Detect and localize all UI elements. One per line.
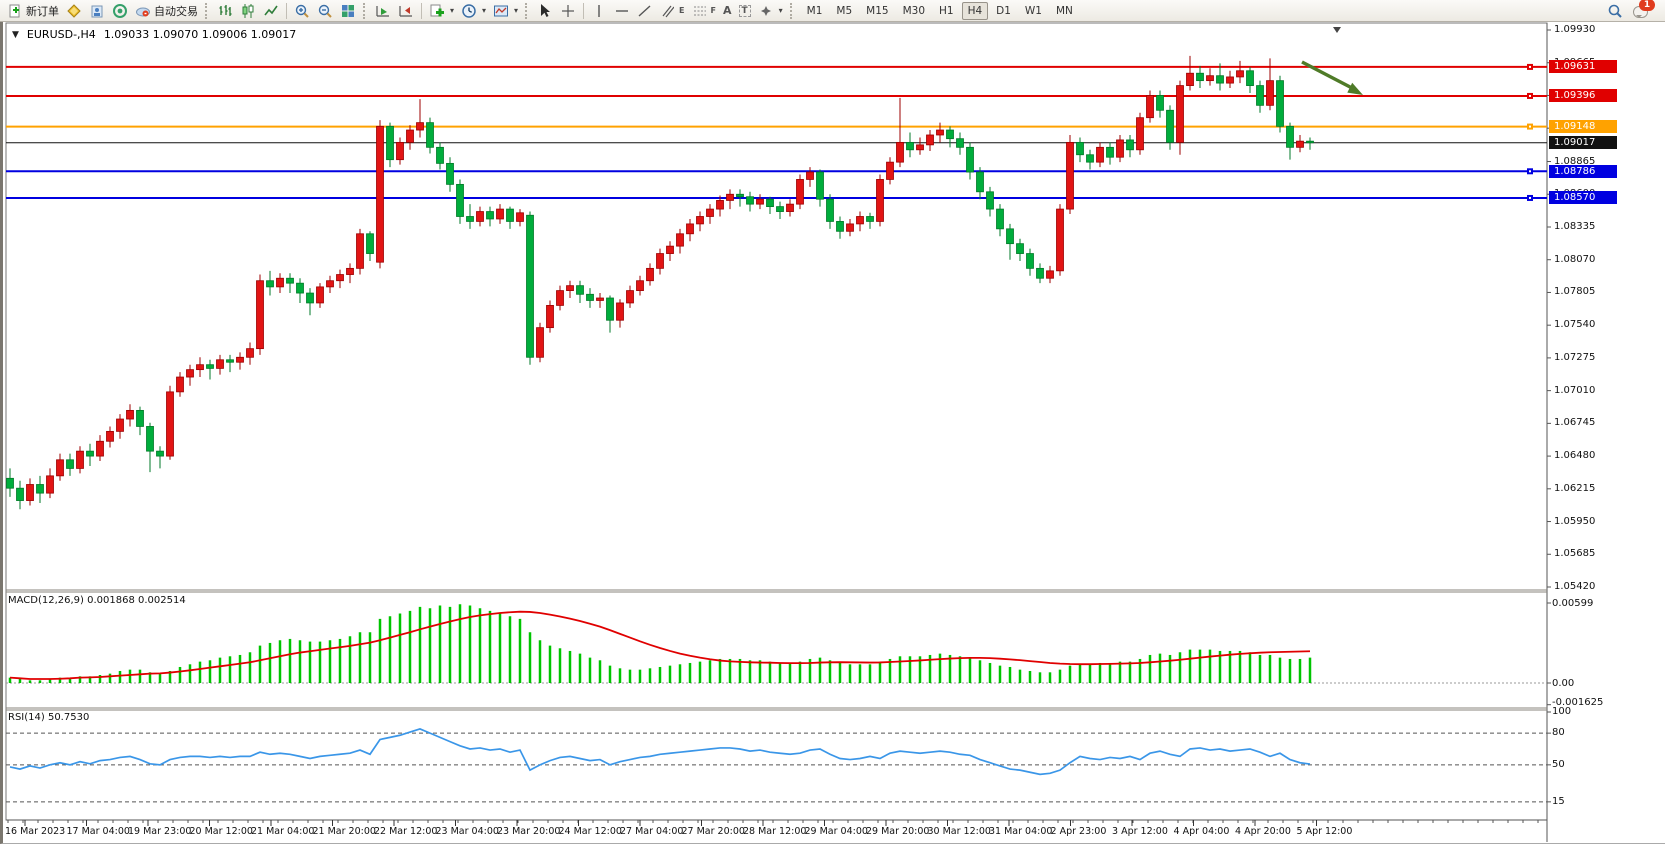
text-label-button[interactable]: T <box>736 1 754 21</box>
dropdown-arrow-icon: ▾ <box>514 6 519 15</box>
auto-scroll-icon <box>375 3 391 19</box>
timeframe-M15[interactable]: M15 <box>866 4 889 17</box>
autotrade-icon <box>135 3 151 19</box>
periods-icon <box>461 3 477 19</box>
autotrade-label: 自动交易 <box>154 4 198 18</box>
candlestick-chart-button[interactable] <box>237 1 259 21</box>
annotation-arrowhead <box>1347 82 1363 95</box>
templates-button[interactable]: ▾ <box>490 1 521 21</box>
timeframe-M30[interactable]: M30 <box>902 4 925 17</box>
toolbar-drag-handle[interactable] <box>525 2 530 19</box>
vertical-line-button[interactable] <box>588 1 610 21</box>
text-label-icon: T <box>738 4 751 17</box>
timeframe-D1[interactable]: D1 <box>996 4 1011 17</box>
text-button[interactable]: A <box>720 1 735 21</box>
bar-chart-button[interactable] <box>214 1 236 21</box>
fibo-letter: F <box>710 6 716 15</box>
candlestick-chart-icon <box>240 3 256 19</box>
chart-shift-icon <box>398 3 414 19</box>
chart-shift-marker-icon[interactable] <box>1333 27 1341 33</box>
zoom-in-icon <box>294 3 310 19</box>
chart-window <box>0 22 1665 844</box>
trendline-button[interactable] <box>634 1 656 21</box>
dropdown-arrow-icon: ▾ <box>482 6 487 15</box>
new-order-label: 新订单 <box>26 4 59 18</box>
indicators-icon <box>429 3 445 19</box>
search-icon[interactable] <box>1607 3 1623 19</box>
vertical-line-icon <box>591 3 607 19</box>
timeframe-M1[interactable]: M1 <box>806 4 823 17</box>
text-icon: A <box>722 4 732 17</box>
toolbar-drag-handle[interactable] <box>205 2 210 19</box>
new-order-icon <box>7 3 23 19</box>
timeframe-H4[interactable]: H4 <box>961 1 989 20</box>
crosshair-icon <box>560 3 576 19</box>
arrows-icon <box>758 3 774 19</box>
timeframe-MN[interactable]: MN <box>1055 4 1073 17</box>
annotation-arrow[interactable] <box>1301 60 1353 90</box>
equidistant-channel-icon <box>660 3 676 19</box>
auto-scroll-button[interactable] <box>372 1 394 21</box>
autotrade-button[interactable]: 自动交易 <box>132 1 201 21</box>
tile-windows-icon <box>340 3 356 19</box>
market-watch-icon <box>66 3 82 19</box>
channel-letter: E <box>679 6 685 15</box>
crosshair-button[interactable] <box>557 1 579 21</box>
notifications-button[interactable]: 1 <box>1633 0 1655 19</box>
navigator-icon <box>89 3 105 19</box>
fibonacci-icon <box>692 3 708 19</box>
zoom-out-button[interactable] <box>314 1 336 21</box>
strategy-tester-button[interactable] <box>109 1 131 21</box>
toolbar-drag-handle[interactable] <box>789 2 795 19</box>
horizontal-line-button[interactable] <box>611 1 633 21</box>
navigator-button[interactable] <box>86 1 108 21</box>
dropdown-arrow-icon: ▾ <box>450 6 455 15</box>
tile-windows-button[interactable] <box>337 1 359 21</box>
equidistant-channel-button[interactable]: E <box>657 1 687 21</box>
main-toolbar: 新订单 自动交易 <box>0 0 1665 22</box>
macd-signal-line <box>9 610 1311 680</box>
arrows-button[interactable]: ▾ <box>755 1 786 21</box>
rsi-line <box>9 728 1311 776</box>
indicators-button[interactable]: ▾ <box>426 1 457 21</box>
timeframe-H1[interactable]: H1 <box>939 4 954 17</box>
bar-chart-icon <box>217 3 233 19</box>
toolbar-drag-handle[interactable] <box>363 2 368 19</box>
zoom-in-button[interactable] <box>291 1 313 21</box>
timeframe-M5[interactable]: M5 <box>836 4 853 17</box>
strategy-tester-icon <box>112 3 128 19</box>
trendline-icon <box>637 3 653 19</box>
new-order-button[interactable]: 新订单 <box>4 1 62 21</box>
timeframe-group: M1 M5 M15 M30 H1 H4 D1 W1 MN <box>801 1 1079 20</box>
price-chart-canvas[interactable] <box>0 22 1665 844</box>
market-watch-button[interactable] <box>63 1 85 21</box>
zoom-out-icon <box>317 3 333 19</box>
dropdown-arrow-icon: ▾ <box>778 6 783 15</box>
cursor-icon <box>537 3 553 19</box>
fibonacci-button[interactable]: F <box>689 1 719 21</box>
cursor-button[interactable] <box>534 1 556 21</box>
notification-badge: 1 <box>1639 0 1655 11</box>
horizontal-line-icon <box>614 3 630 19</box>
line-chart-button[interactable] <box>260 1 282 21</box>
line-chart-icon <box>263 3 279 19</box>
timeframe-W1[interactable]: W1 <box>1024 4 1042 17</box>
periods-button[interactable]: ▾ <box>458 1 489 21</box>
chart-shift-button[interactable] <box>395 1 417 21</box>
templates-icon <box>493 3 509 19</box>
